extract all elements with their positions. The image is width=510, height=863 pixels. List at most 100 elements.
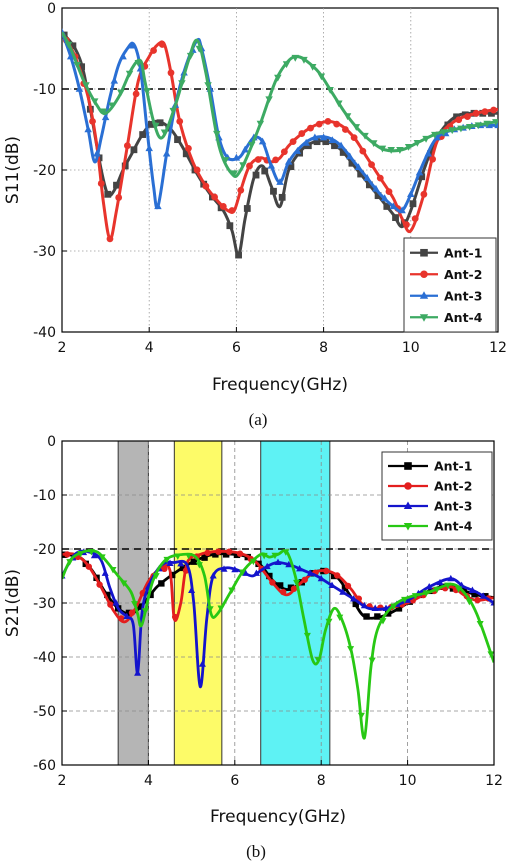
data-point [378,145,387,153]
data-point [457,125,465,133]
data-point [171,613,179,621]
data-point [392,214,399,221]
data-point [174,136,181,144]
data-point [134,669,142,676]
data-point [124,142,131,150]
data-point [66,52,75,60]
data-point [73,61,81,69]
x-tick-label: 2 [58,773,67,789]
y-tick-labels-b: 0 -10 -20 -30 -40 -50 -60 [33,434,67,774]
data-point [162,149,171,157]
data-point [396,147,404,154]
data-point [346,152,354,160]
legend-marker [404,482,412,490]
data-point [87,549,95,556]
data-point [455,586,463,593]
data-point [260,552,268,560]
data-point [291,54,299,62]
caption-a: (a) [249,410,268,429]
y-axis-label-a: S11(dB) [3,136,23,204]
legend-entry: Ant-3 [410,288,482,303]
data-point [233,551,241,559]
data-point [282,549,290,556]
data-point [228,587,236,594]
data-point [464,113,471,120]
x-axis-label-a: Frequency(GHz) [212,375,348,395]
data-point [313,138,321,146]
data-point [104,591,111,599]
data-point [363,613,370,620]
series-line [62,31,498,257]
data-point [107,601,114,608]
data-point [130,146,138,154]
legend-marker [404,462,412,470]
legend-label: Ant-3 [434,499,472,514]
x-tick-label: 10 [402,340,420,356]
data-point [357,712,365,720]
data-point [468,586,476,593]
data-point [232,153,241,161]
data-point [439,129,448,137]
data-point [125,70,134,78]
data-point [282,61,291,69]
data-point [376,174,384,182]
data-point [109,566,117,574]
data-point [266,572,273,580]
data-point [90,98,99,106]
data-point [211,193,219,201]
x-tick-label: 12 [489,340,507,356]
data-point [271,552,279,560]
data-point [243,205,251,212]
data-point [168,571,176,579]
data-point [280,148,288,156]
data-point [363,174,371,181]
data-point [472,109,480,117]
data-point [354,163,363,171]
data-point [317,574,325,582]
y-axis-label-b: S21(dB) [3,569,23,637]
data-point [315,120,323,128]
data-point [96,581,103,588]
data-point [132,90,140,98]
legend-marker [419,291,429,299]
data-point [371,604,379,611]
data-point [161,565,168,573]
data-point [411,593,419,600]
data-point [182,150,190,158]
data-point [128,41,136,49]
data-point [108,102,116,110]
data-point [447,574,455,582]
data-point [418,173,426,181]
y-tick-label: -40 [33,650,56,666]
data-point [325,618,333,626]
legend-entry: Ant-4 [388,519,473,534]
data-point [487,651,494,658]
data-point [256,120,265,128]
data-point [424,149,432,157]
data-point [209,572,217,579]
x-tick-label: 4 [145,340,154,356]
data-point [290,585,298,592]
data-point [110,76,119,84]
x-tick-label: 6 [230,773,239,789]
data-point [359,147,367,155]
data-point [374,192,382,200]
data-point [195,45,204,53]
data-point [204,549,211,557]
data-point [77,551,85,558]
data-point [239,569,247,576]
legend-label: Ant-3 [444,288,482,303]
data-point [374,613,381,620]
data-point [276,178,284,185]
y-tick-labels-a: 0 -10 -20 -30 -40 [33,1,67,341]
data-point [403,221,410,229]
data-point [272,156,280,164]
x-tick-label: 10 [399,773,417,789]
y-tick-label: -30 [33,244,56,260]
data-point [204,82,212,90]
data-point [328,581,336,589]
data-point [246,162,253,170]
data-point [328,136,337,144]
data-point [285,560,293,568]
legend-entry: Ant-3 [388,499,472,514]
